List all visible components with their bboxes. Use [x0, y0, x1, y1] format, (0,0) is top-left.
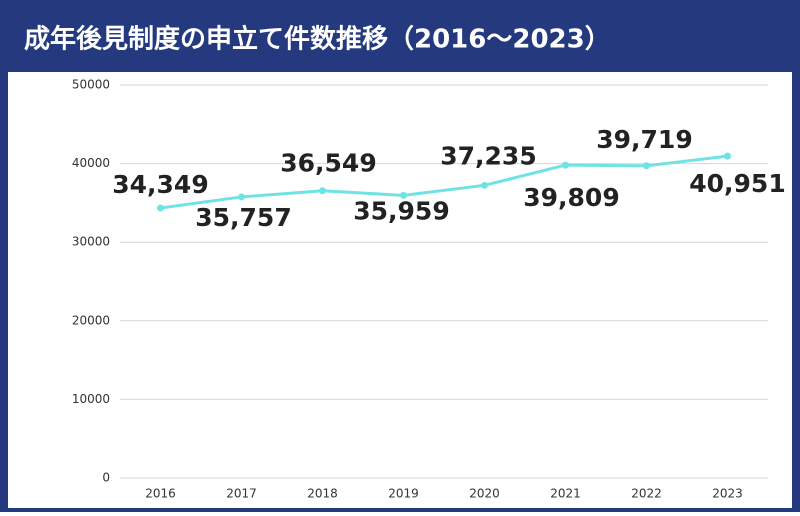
- data-label: 34,349: [112, 170, 208, 199]
- data-label: 37,235: [440, 141, 536, 170]
- line: [160, 154, 728, 210]
- y-tick-label: 20000: [72, 313, 110, 327]
- x-tick-label: 2017: [226, 487, 257, 501]
- x-tick-label: 2016: [145, 487, 176, 501]
- x-tick-label: 2019: [388, 487, 419, 501]
- x-tick-label: 2018: [307, 487, 338, 501]
- point: [481, 181, 488, 189]
- y-tick-label: 0: [102, 471, 110, 485]
- x-tick-label: 2023: [712, 487, 743, 501]
- y-tick-label: 30000: [72, 235, 110, 249]
- y-tick-label: 50000: [72, 78, 110, 92]
- data-label: 35,757: [195, 203, 291, 232]
- point: [562, 161, 569, 169]
- chart-title: 成年後見制度の申立て件数推移（2016〜2023）: [24, 24, 611, 55]
- point: [400, 191, 407, 199]
- point: [319, 187, 326, 195]
- data-label: 36,549: [280, 149, 376, 178]
- data-label: 39,809: [523, 183, 619, 212]
- y-tick-label: 40000: [72, 156, 110, 170]
- data-label: 39,719: [596, 125, 692, 154]
- point: [643, 162, 650, 170]
- x-tick-label: 2022: [631, 487, 662, 501]
- point: [238, 193, 245, 201]
- data-label: 40,951: [689, 169, 785, 198]
- x-tick-label: 2020: [469, 487, 500, 501]
- x-tick-label: 2021: [550, 487, 581, 501]
- point: [157, 204, 164, 212]
- data-label: 35,959: [353, 196, 449, 225]
- plot-panel: [8, 72, 792, 508]
- y-tick-label: 10000: [72, 392, 110, 406]
- point: [724, 152, 731, 160]
